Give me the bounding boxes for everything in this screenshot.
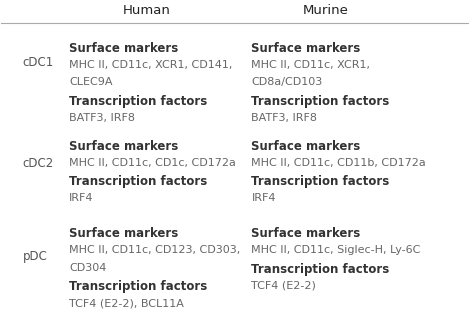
Text: Transcription factors: Transcription factors — [251, 263, 390, 275]
Text: cDC1: cDC1 — [22, 56, 54, 69]
Text: pDC: pDC — [22, 250, 47, 263]
Text: TCF4 (E2-2): TCF4 (E2-2) — [251, 280, 316, 290]
Text: Transcription factors: Transcription factors — [69, 175, 208, 188]
Text: BATF3, IRF8: BATF3, IRF8 — [69, 113, 135, 123]
Text: MHC II, CD11c, CD11b, CD172a: MHC II, CD11c, CD11b, CD172a — [251, 158, 426, 168]
Text: IRF4: IRF4 — [69, 193, 94, 203]
Text: Transcription factors: Transcription factors — [251, 175, 390, 188]
Text: MHC II, CD11c, XCR1,: MHC II, CD11c, XCR1, — [251, 60, 370, 70]
Text: Murine: Murine — [303, 4, 349, 17]
Text: MHC II, CD11c, CD1c, CD172a: MHC II, CD11c, CD1c, CD172a — [69, 158, 236, 168]
Text: Transcription factors: Transcription factors — [251, 95, 390, 108]
Text: MHC II, CD11c, CD123, CD303,: MHC II, CD11c, CD123, CD303, — [69, 245, 240, 255]
Text: Surface markers: Surface markers — [69, 140, 178, 153]
Text: cDC2: cDC2 — [22, 157, 54, 170]
Text: Surface markers: Surface markers — [251, 42, 361, 55]
Text: IRF4: IRF4 — [251, 193, 276, 203]
Text: MHC II, CD11c, Siglec-H, Ly-6C: MHC II, CD11c, Siglec-H, Ly-6C — [251, 245, 421, 255]
Text: Surface markers: Surface markers — [69, 42, 178, 55]
Text: Transcription factors: Transcription factors — [69, 95, 208, 108]
Text: MHC II, CD11c, XCR1, CD141,: MHC II, CD11c, XCR1, CD141, — [69, 60, 233, 70]
Text: CD8a/CD103: CD8a/CD103 — [251, 77, 323, 87]
Text: Surface markers: Surface markers — [251, 227, 361, 240]
Text: TCF4 (E2-2), BCL11A: TCF4 (E2-2), BCL11A — [69, 298, 184, 308]
Text: Surface markers: Surface markers — [251, 140, 361, 153]
Text: Transcription factors: Transcription factors — [69, 280, 208, 293]
Text: CD304: CD304 — [69, 263, 107, 273]
Text: Human: Human — [123, 4, 171, 17]
Text: Surface markers: Surface markers — [69, 227, 178, 240]
Text: BATF3, IRF8: BATF3, IRF8 — [251, 113, 318, 123]
Text: CLEC9A: CLEC9A — [69, 77, 113, 87]
